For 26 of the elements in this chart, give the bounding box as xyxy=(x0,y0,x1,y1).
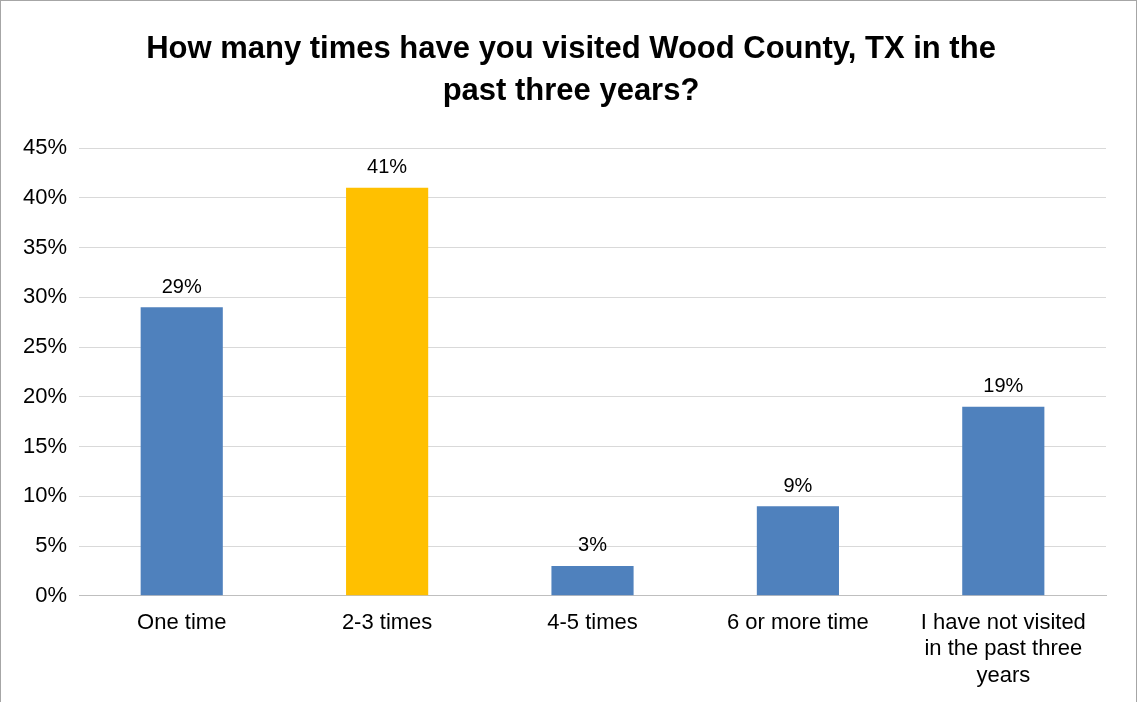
y-tick-label: 45% xyxy=(22,134,68,160)
data-label: 41% xyxy=(367,155,408,178)
x-tick-label: One time xyxy=(137,609,227,635)
bar xyxy=(962,406,1045,596)
y-tick-label: 5% xyxy=(35,532,68,558)
y-tick-label: 15% xyxy=(22,432,68,458)
bar xyxy=(346,187,429,596)
chart-title: How many times have you visited Wood County, TX in the past three years? xyxy=(145,29,997,109)
y-tick-label: 20% xyxy=(22,382,68,408)
data-label: 19% xyxy=(983,374,1024,397)
y-tick-label: 40% xyxy=(22,183,68,209)
x-tick-label: 4-5 times xyxy=(547,609,638,635)
bar xyxy=(140,307,223,596)
y-tick-label: 0% xyxy=(35,581,68,607)
y-tick-label: 35% xyxy=(22,233,68,259)
x-tick-label: 6 or more time xyxy=(727,609,869,635)
data-label: 3% xyxy=(578,533,608,556)
x-tick-label: I have not visited in the past three years xyxy=(920,609,1086,687)
data-label: 9% xyxy=(783,473,813,496)
data-label: 29% xyxy=(161,274,202,297)
y-tick-label: 10% xyxy=(22,482,68,508)
y-tick-label: 30% xyxy=(22,283,68,309)
x-tick-label: 2-3 times xyxy=(341,609,433,635)
bar xyxy=(756,506,839,596)
y-tick-label: 25% xyxy=(22,333,68,359)
bar xyxy=(551,565,634,596)
